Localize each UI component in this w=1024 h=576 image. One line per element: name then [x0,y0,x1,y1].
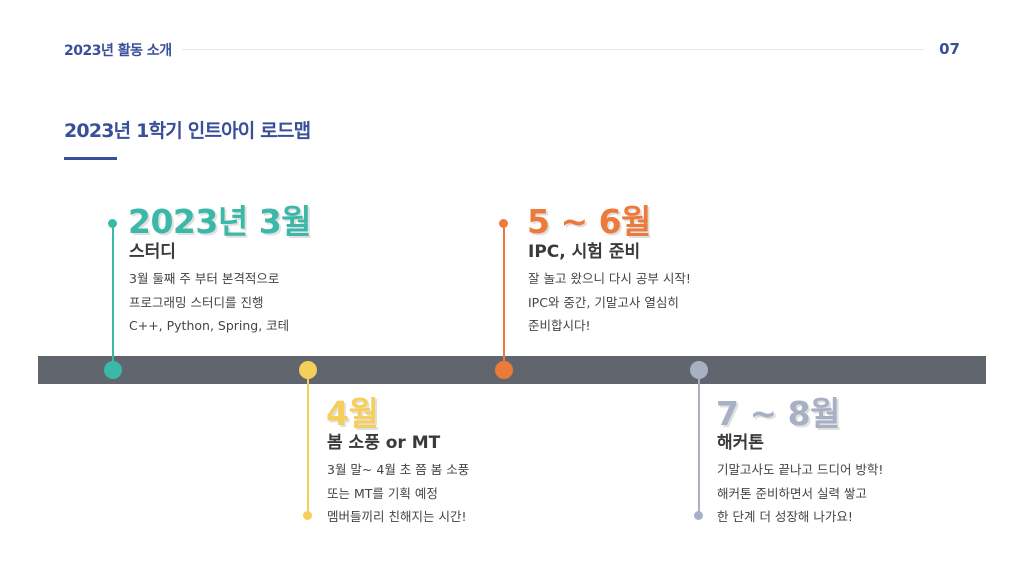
milestone-description: 잘 놀고 왔으니 다시 공부 시작! IPC와 중간, 기말고사 열심히 준비합… [528,267,691,338]
section-title: 2023년 활동 소개 [64,43,172,59]
milestone-period: 7 ~ 8월 [716,394,840,433]
connector-dot [499,219,508,228]
milestone-period: 5 ~ 6월 [527,202,651,241]
description-line: 멤버들끼리 친해지는 시간! [327,509,467,524]
connector-dot [303,511,312,520]
description-line: 또는 MT를 기획 예정 [327,485,438,501]
description-line: 기말고사도 끝나고 드디어 방학! [717,462,884,477]
page-title: 2023년 1학기 인트아이 로드맵 [64,120,311,142]
description-line: IPC와 중간, 기말고사 열심히 [528,294,679,310]
milestone-subtitle: 스터디 [129,242,176,262]
milestone-subtitle: 봄 소풍 or MT [327,433,441,453]
description-line: 한 단계 더 성장해 나가요! [717,509,853,524]
connector-line [698,370,700,516]
connector-dot [694,511,703,520]
milestone-description: 3월 둘째 주 부터 본격적으로 프로그래밍 스터디를 진행 C++, Pyth… [129,267,289,338]
page-number: 07 [939,40,960,58]
title-underline [64,157,117,160]
description-line: 프로그래밍 스터디를 진행 [129,294,264,310]
milestone-description: 기말고사도 끝나고 드디어 방학! 해커톤 준비하면서 실력 쌓고 한 단계 더… [717,458,883,529]
milestone-subtitle: 해커톤 [717,433,764,453]
header-divider [182,49,924,50]
connector-line [307,370,309,516]
description-line: 잘 놀고 왔으니 다시 공부 시작! [528,271,691,286]
connector-line [112,224,114,370]
timeline-node-yellow [299,361,317,379]
timeline-node-teal [104,361,122,379]
description-line: 3월 둘째 주 부터 본격적으로 [129,271,280,286]
milestone-period: 2023년 3월 [128,202,312,241]
milestone-subtitle: IPC, 시험 준비 [528,242,641,262]
description-line: 해커톤 준비하면서 실력 쌓고 [717,485,867,501]
description-line: 준비합시다! [528,318,591,333]
description-line: 3월 말~ 4월 초 쯤 봄 소풍 [327,462,470,477]
milestone-period: 4월 [326,394,379,433]
connector-dot [108,219,117,228]
timeline-node-orange [495,361,513,379]
milestone-description: 3월 말~ 4월 초 쯤 봄 소풍 또는 MT를 기획 예정 멤버들끼리 친해지… [327,458,469,529]
description-line: C++, Python, Spring, 코테 [129,318,290,333]
connector-line [503,224,505,370]
timeline-node-gray [690,361,708,379]
